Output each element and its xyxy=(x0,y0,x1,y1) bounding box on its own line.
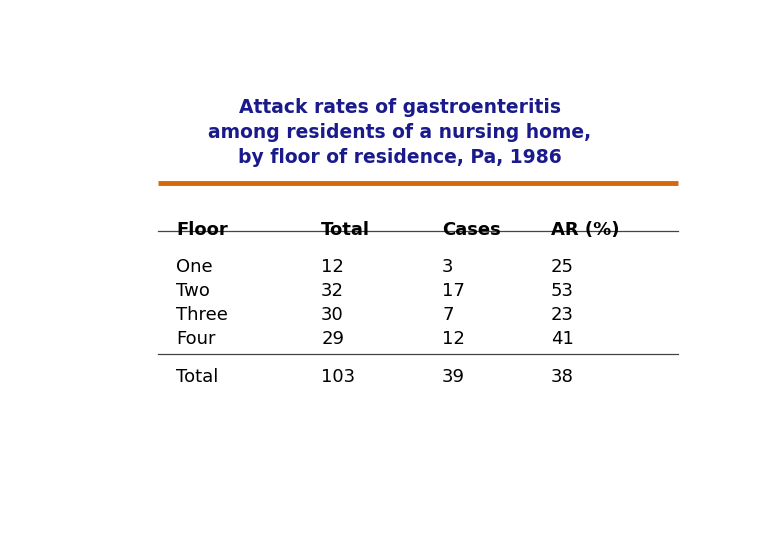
Text: 32: 32 xyxy=(321,282,344,300)
Text: One: One xyxy=(176,258,213,276)
Text: 25: 25 xyxy=(551,258,574,276)
Text: 41: 41 xyxy=(551,330,574,348)
Text: 7: 7 xyxy=(442,306,453,325)
Text: Four: Four xyxy=(176,330,215,348)
Text: Three: Three xyxy=(176,306,228,325)
Text: Total: Total xyxy=(321,221,370,239)
Text: 29: 29 xyxy=(321,330,344,348)
Text: Total: Total xyxy=(176,368,218,386)
Text: 38: 38 xyxy=(551,368,574,386)
Text: 12: 12 xyxy=(442,330,465,348)
Text: 39: 39 xyxy=(442,368,465,386)
Text: Two: Two xyxy=(176,282,210,300)
Text: 17: 17 xyxy=(442,282,465,300)
Text: 53: 53 xyxy=(551,282,574,300)
Text: 3: 3 xyxy=(442,258,453,276)
Text: 103: 103 xyxy=(321,368,355,386)
Text: Cases: Cases xyxy=(442,221,501,239)
Text: Attack rates of gastroenteritis
among residents of a nursing home,
by floor of r: Attack rates of gastroenteritis among re… xyxy=(208,98,591,167)
Text: Floor: Floor xyxy=(176,221,228,239)
Text: 12: 12 xyxy=(321,258,344,276)
Text: 30: 30 xyxy=(321,306,344,325)
Text: AR (%): AR (%) xyxy=(551,221,619,239)
Text: 23: 23 xyxy=(551,306,574,325)
